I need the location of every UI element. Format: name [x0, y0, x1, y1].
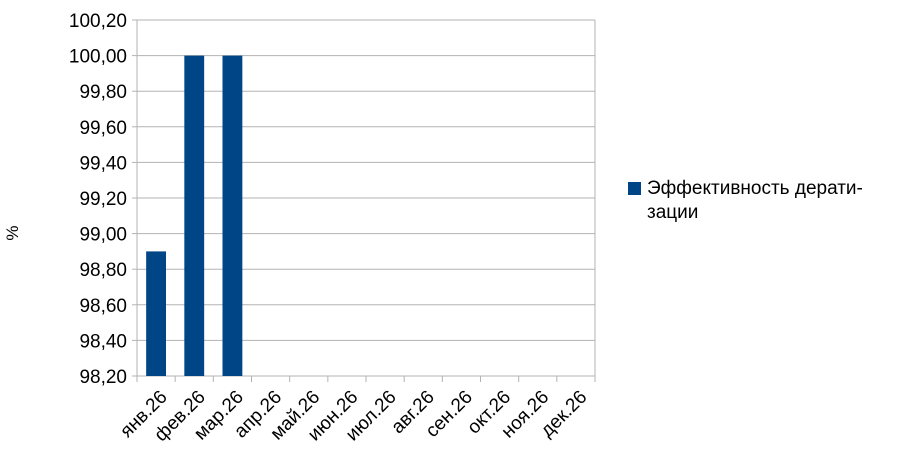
- y-tick-label: 99,60: [79, 118, 127, 139]
- bars: [146, 55, 243, 376]
- y-tick-label: 98,80: [79, 260, 127, 281]
- legend-label-line-2: зации: [647, 202, 699, 223]
- y-axis-label: %: [3, 225, 22, 240]
- y-tick-label: 98,20: [79, 367, 127, 388]
- y-tick-label: 98,60: [79, 296, 127, 317]
- bar: [222, 55, 243, 376]
- y-tick-label: 99,00: [79, 225, 127, 246]
- y-tick-labels: 98,20 98,40 98,60 98,80 99,00 99,20 99,40 99,60…: [69, 11, 127, 388]
- legend-swatch: [628, 182, 641, 195]
- y-tick-label: 99,80: [79, 82, 127, 103]
- y-tick-label: 99,40: [79, 153, 127, 174]
- legend-label-line-1: Эффективность дерати-: [647, 178, 863, 199]
- y-tick-label: 100,00: [69, 47, 127, 68]
- x-tick-labels: янв.26фев.26мар.26апр.26май.26июн.26июл.…: [116, 387, 591, 446]
- y-tick-label: 98,40: [79, 331, 127, 352]
- y-tick-label: 99,20: [79, 189, 127, 210]
- y-tick-label: 100,20: [69, 11, 127, 32]
- gridlines: [137, 19, 595, 377]
- legend-label: Эффективность дерати- зации: [647, 177, 863, 225]
- legend: Эффективность дерати- зации: [628, 177, 890, 225]
- bar: [184, 55, 205, 376]
- axes: [132, 19, 596, 382]
- bar: [146, 251, 167, 376]
